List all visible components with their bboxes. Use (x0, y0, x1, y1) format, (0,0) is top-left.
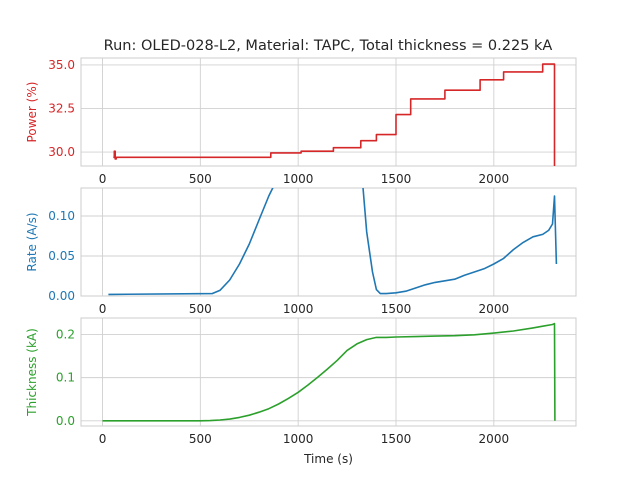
axes-frame (80, 57, 577, 167)
series-line (108, 188, 558, 296)
x-tick-label: 0 (99, 172, 107, 186)
y-axis-label: Thickness (kA) (25, 328, 39, 417)
y-tick-label: 0.2 (56, 327, 75, 341)
x-tick-label: 2000 (479, 432, 510, 446)
y-tick-label: 30.0 (48, 145, 75, 159)
y-tick-label: 0.0 (56, 414, 75, 428)
x-tick-label: 500 (189, 432, 212, 446)
y-tick-label: 0.1 (56, 371, 75, 385)
y-axis-label: Power (%) (25, 82, 39, 143)
y-tick-label: 0.00 (48, 289, 75, 303)
x-tick-label: 1500 (381, 432, 412, 446)
chart-title: Run: OLED-028-L2, Material: TAPC, Total … (104, 38, 553, 54)
y-tick-label: 32.5 (48, 102, 75, 116)
axes-frame (80, 317, 577, 427)
x-tick-label: 1500 (381, 172, 412, 186)
x-tick-label: 1000 (283, 172, 314, 186)
x-tick-label: 0 (99, 432, 107, 446)
x-axis-label: Time (s) (303, 452, 353, 466)
axes-frame (80, 187, 577, 297)
y-tick-label: 35.0 (48, 58, 75, 72)
series-line (102, 322, 556, 422)
x-tick-label: 2000 (479, 302, 510, 316)
x-tick-label: 1500 (381, 302, 412, 316)
x-tick-label: 0 (99, 302, 107, 316)
y-axis-label: Rate (A/s) (25, 212, 39, 271)
y-tick-label: 0.05 (48, 249, 75, 263)
x-tick-label: 1000 (283, 302, 314, 316)
x-tick-label: 1000 (283, 432, 314, 446)
x-tick-label: 2000 (479, 172, 510, 186)
y-tick-label: 0.10 (48, 209, 75, 223)
x-tick-label: 500 (189, 302, 212, 316)
x-tick-label: 500 (189, 172, 212, 186)
series-line (113, 63, 556, 166)
